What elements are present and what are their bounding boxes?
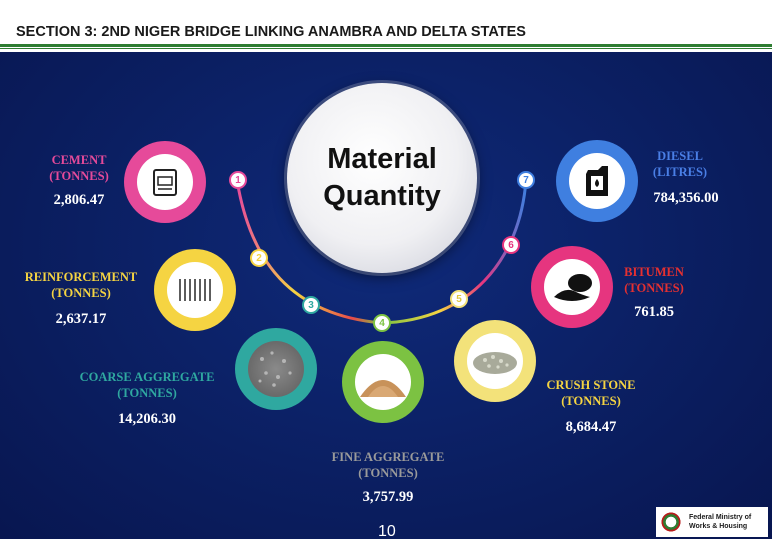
diesel-name: DIESEL — [657, 149, 703, 163]
crushed-stone-icon — [467, 333, 523, 389]
header-rule — [0, 44, 772, 47]
fine-aggregate-unit: (TONNES) — [358, 466, 418, 480]
step-marker-1: 1 — [229, 171, 247, 189]
header-bar: SECTION 3: 2ND NIGER BRIDGE LINKING ANAM… — [0, 0, 772, 52]
fuel-can-icon — [569, 153, 625, 209]
reinforcement-name: REINFORCEMENT — [24, 270, 138, 284]
diesel-label: DIESEL (LITRES) — [640, 148, 720, 180]
fine-aggregate-label: FINE AGGREGATE (TONNES) — [318, 449, 458, 481]
ministry-text: Federal Ministry of Works & Housing — [689, 513, 751, 531]
cement-circle — [124, 141, 206, 223]
bitumen-circle — [531, 246, 613, 328]
cement-value: 2,806.47 — [53, 192, 105, 208]
coarse-aggregate-label: COARSE AGGREGATE (TONNES) — [64, 369, 230, 401]
ministry-badge: Federal Ministry of Works & Housing — [656, 507, 768, 537]
coarse-aggregate-name: COARSE AGGREGATE — [79, 370, 215, 384]
fine-aggregate-value: 3,757.99 — [362, 489, 414, 505]
step-marker-3: 3 — [302, 296, 320, 314]
step-marker-4: 4 — [373, 314, 391, 332]
bitumen-label: BITUMEN (TONNES) — [612, 264, 696, 296]
sand-pile-icon — [355, 354, 411, 410]
header-rule-thin — [0, 48, 772, 49]
reinforcement-unit: (TONNES) — [51, 286, 111, 300]
crush-stone-circle — [454, 320, 536, 402]
ministry-line2: Works & Housing — [689, 523, 748, 530]
bitumen-name: BITUMEN — [624, 265, 684, 279]
material-quantity-circle: Material Quantity — [287, 83, 477, 273]
crush-stone-name: CRUSH STONE — [546, 378, 636, 392]
diesel-circle — [556, 140, 638, 222]
step-marker-7: 7 — [517, 171, 535, 189]
cement-name: CEMENT — [51, 153, 107, 167]
cement-label: CEMENT (TONNES) — [40, 152, 118, 184]
bitumen-barrel-icon — [544, 259, 600, 315]
coarse-aggregate-unit: (TONNES) — [117, 386, 177, 400]
crush-stone-value: 8,684.47 — [565, 419, 617, 435]
cement-bag-icon — [137, 154, 193, 210]
bitumen-value: 761.85 — [634, 304, 674, 320]
coat-of-arms-icon — [659, 510, 683, 534]
bitumen-unit: (TONNES) — [624, 281, 684, 295]
ministry-line1: Federal Ministry of — [689, 514, 752, 521]
coarse-aggregate-value: 14,206.30 — [118, 411, 176, 427]
steel-rods-icon — [167, 262, 223, 318]
page-number: 10 — [378, 523, 396, 540]
reinforcement-circle — [154, 249, 236, 331]
crush-stone-unit: (TONNES) — [561, 394, 621, 408]
center-title-line1: Material — [327, 143, 437, 175]
section-title: SECTION 3: 2ND NIGER BRIDGE LINKING ANAM… — [16, 24, 526, 40]
gravel-icon — [248, 341, 304, 397]
center-title-line2: Quantity — [323, 180, 441, 212]
fine-aggregate-name: FINE AGGREGATE — [331, 450, 445, 464]
reinforcement-value: 2,637.17 — [55, 311, 107, 327]
diesel-value: 784,356.00 — [653, 190, 719, 206]
step-marker-6: 6 — [502, 236, 520, 254]
cement-unit: (TONNES) — [49, 169, 109, 183]
step-marker-2: 2 — [250, 249, 268, 267]
step-marker-5: 5 — [450, 290, 468, 308]
fine-aggregate-circle — [342, 341, 424, 423]
coarse-aggregate-circle — [235, 328, 317, 410]
reinforcement-label: REINFORCEMENT (TONNES) — [12, 269, 150, 301]
diesel-unit: (LITRES) — [652, 165, 708, 179]
crush-stone-label: CRUSH STONE (TONNES) — [532, 377, 650, 409]
